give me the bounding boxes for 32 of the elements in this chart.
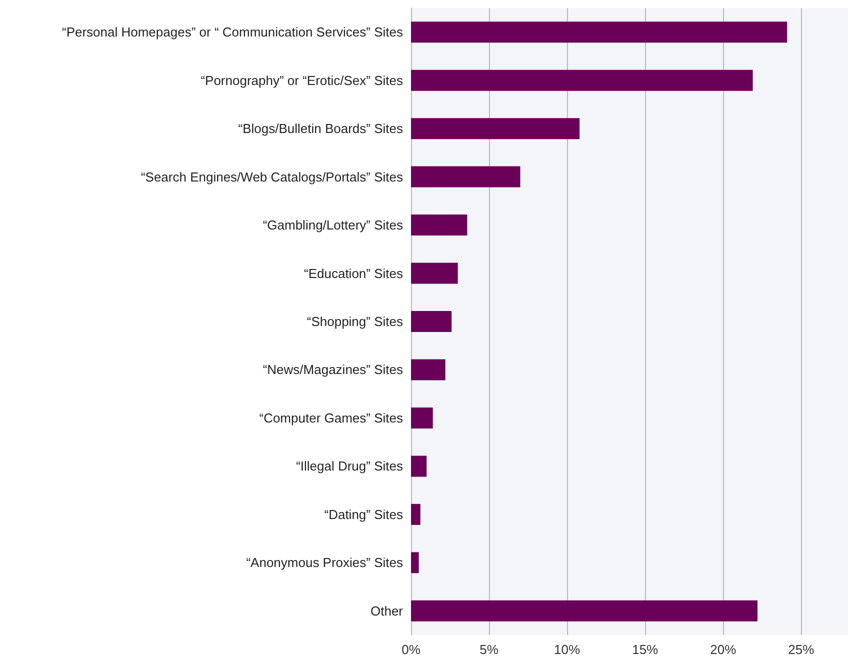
x-tick-label: 25% [788,642,815,657]
bar [411,22,788,43]
y-tick-label: “Blogs/Bulletin Boards” Sites [238,121,404,136]
x-tick-label: 5% [480,642,499,657]
y-tick-label: “Anonymous Proxies” Sites [246,555,404,570]
x-tick-label: 20% [710,642,737,657]
bar [411,600,758,622]
y-tick-label: “Dating” Sites [324,506,404,522]
y-tick-label: “Pornography” or “Erotic/Sex” Sites [200,72,404,88]
y-tick-label: “News/Magazines” Sites [262,362,404,378]
x-tick-label: 10% [554,642,581,657]
bar [411,166,520,188]
bar [411,214,468,236]
y-tick-label: “Personal Homepages” or “ Communication Services” Sites [62,24,404,40]
bar [411,359,446,380]
y-tick-label: “Gambling/Lottery” Sites [262,218,404,233]
bar [411,118,580,140]
bar [411,407,433,428]
bar [411,504,420,525]
x-tick-label: 0% [402,642,421,657]
y-tick-label: Other [370,603,404,618]
y-tick-label: “Education” Sites [304,266,404,281]
bar [411,552,419,574]
y-tick-label: “Illegal Drug” Sites [296,458,404,474]
x-tick-label: 15% [632,642,659,657]
y-tick-label: “Search Engines/Web Catalogs/Portals” Sites [140,169,404,184]
y-tick-label: “Shopping” Sites [306,314,404,329]
y-tick-label: “Computer Games” Sites [259,410,404,426]
bar [411,70,753,91]
bar [411,456,427,477]
bar [411,262,458,284]
bar [411,311,452,332]
